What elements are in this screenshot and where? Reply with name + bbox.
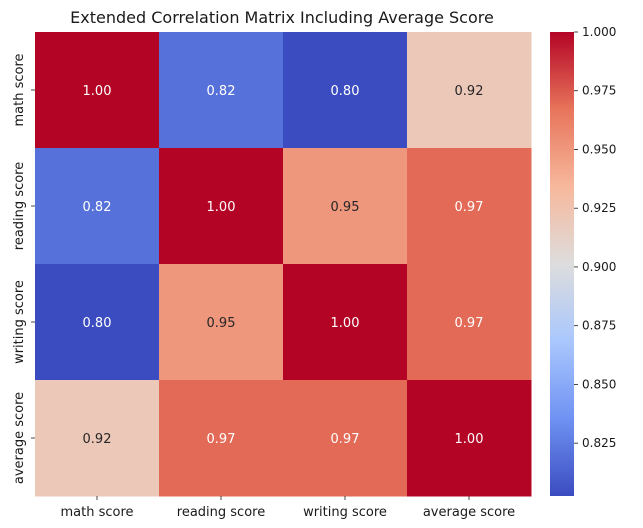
heatmap-cell-r2-c2 <box>283 264 408 381</box>
colorbar-bar <box>550 32 574 496</box>
heatmap-cell-r3-c0 <box>35 380 160 497</box>
heatmap-cell-labels: 1.00 0.82 0.80 0.92 0.82 1.00 0.95 0.97 0.80 0.95… <box>83 84 484 447</box>
y-tick-label-2: writing score <box>12 280 27 364</box>
heatmap-cell-r0-c0 <box>35 32 160 149</box>
heatmap-cell-r2-c3 <box>407 264 532 381</box>
cell-label-r0-c1: 0.82 <box>207 84 236 99</box>
colorbar-tick-label-4: 0.925 <box>582 201 616 215</box>
chart-title: Extended Correlation Matrix Including Av… <box>70 8 494 27</box>
cell-label-r0-c0: 1.00 <box>83 84 112 99</box>
x-tick-label-0: math score <box>60 505 133 520</box>
heatmap-cell-r1-c2 <box>283 148 408 265</box>
cell-label-r2-c0: 0.80 <box>83 316 112 331</box>
cell-label-r2-c3: 0.97 <box>455 316 484 331</box>
heatmap-cell-r1-c1 <box>159 148 284 265</box>
cell-label-r1-c1: 1.00 <box>207 200 236 215</box>
heatmap-cell-r0-c1 <box>159 32 284 149</box>
cell-label-r2-c2: 1.00 <box>331 316 360 331</box>
colorbar-tick-label-7: 1.000 <box>582 25 616 39</box>
cell-label-r3-c2: 0.97 <box>331 432 360 447</box>
y-tick-label-3: average score <box>12 392 27 484</box>
heatmap-cell-r3-c3 <box>407 380 532 497</box>
heatmap-cell-r2-c1 <box>159 264 284 381</box>
cell-label-r1-c3: 0.97 <box>455 200 484 215</box>
heatmap-cell-r3-c2 <box>283 380 408 497</box>
x-tick-label-2: writing score <box>303 505 387 520</box>
x-tick-label-3: average score <box>423 505 515 520</box>
colorbar-tick-label-5: 0.950 <box>582 142 616 156</box>
colorbar-tick-label-2: 0.875 <box>582 319 616 333</box>
cell-label-r1-c0: 0.82 <box>83 200 112 215</box>
heatmap-cell-r0-c3 <box>407 32 532 149</box>
x-axis: math score reading score writing score aver… <box>60 496 515 520</box>
colorbar: 0.825 0.850 0.875 0.900 0.925 0.950 0.975 1.000 <box>550 25 616 496</box>
colorbar-tick-label-0: 0.825 <box>582 436 616 450</box>
heatmap-cell-r1-c0 <box>35 148 160 265</box>
y-tick-label-0: math score <box>12 53 27 126</box>
y-axis: math score reading score writing score aver… <box>12 53 35 484</box>
cell-label-r3-c0: 0.92 <box>83 432 112 447</box>
colorbar-tick-label-3: 0.900 <box>582 260 616 274</box>
cell-label-r1-c2: 0.95 <box>331 200 360 215</box>
colorbar-tick-label-6: 0.975 <box>582 84 616 98</box>
heatmap-cells <box>35 32 532 497</box>
heatmap-cell-r3-c1 <box>159 380 284 497</box>
cell-label-r0-c2: 0.80 <box>331 84 360 99</box>
cell-label-r3-c1: 0.97 <box>207 432 236 447</box>
x-tick-label-1: reading score <box>177 505 265 520</box>
y-tick-label-1: reading score <box>12 162 27 250</box>
heatmap-cell-r1-c3 <box>407 148 532 265</box>
cell-label-r3-c3: 1.00 <box>455 432 484 447</box>
cell-label-r2-c1: 0.95 <box>207 316 236 331</box>
heatmap-cell-r2-c0 <box>35 264 160 381</box>
colorbar-tick-label-1: 0.850 <box>582 377 616 391</box>
heatmap-cell-r0-c2 <box>283 32 408 149</box>
cell-label-r0-c3: 0.92 <box>455 84 484 99</box>
